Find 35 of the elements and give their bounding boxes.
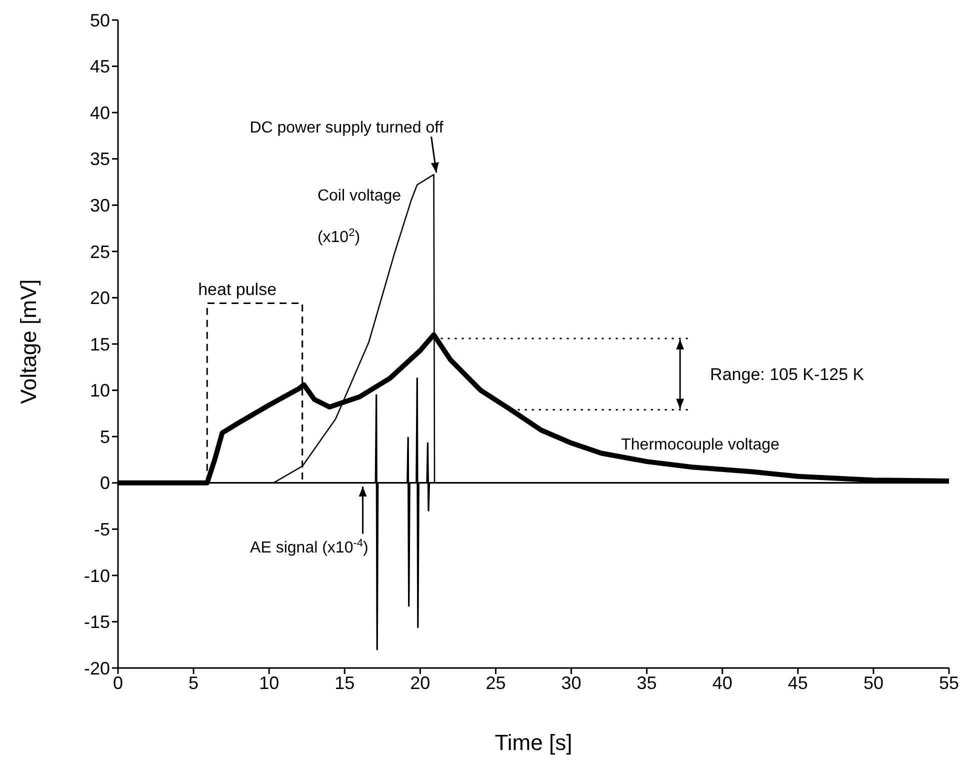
x-tick-label: 5	[188, 672, 199, 693]
x-tick-label: 45	[788, 672, 808, 693]
y-tick-label: -20	[84, 658, 110, 678]
y-tick-label: 50	[90, 10, 110, 30]
x-tick-label: 40	[712, 672, 732, 693]
y-tick-label: 35	[90, 149, 110, 170]
series-label: Thermocouple voltage	[621, 436, 780, 454]
x-tick-label: 50	[863, 672, 884, 693]
y-tick-label: 30	[90, 196, 110, 216]
annotation: DC power supply turned off	[250, 120, 444, 137]
y-tick-label: 20	[90, 288, 110, 308]
x-axis-title: Time [s]	[494, 730, 572, 755]
series-label: heat pulse	[198, 280, 277, 299]
x-tick-label: 30	[561, 672, 582, 693]
y-tick-label: 25	[90, 242, 110, 262]
x-tick-label: 55	[938, 672, 960, 693]
x-tick-label: 15	[334, 672, 355, 693]
y-tick-label: 40	[90, 102, 110, 123]
x-tick-label: 25	[486, 672, 506, 693]
x-tick-label: 10	[259, 672, 280, 693]
y-tick-label: 45	[90, 56, 110, 77]
y-tick-label: -10	[84, 566, 110, 586]
text: Coil voltage (x10$^{2}$)	[317, 188, 402, 246]
x-tick-label: 35	[636, 672, 657, 693]
y-tick-label: -5	[94, 520, 110, 540]
y-tick-label: 15	[90, 334, 110, 354]
x-tick-label: 0	[112, 672, 124, 693]
series-label: AE signal (x10$^{-4}$)	[250, 537, 368, 556]
x-tick-label: 20	[410, 672, 430, 693]
y-tick-label: 0	[100, 473, 110, 494]
y-tick-label: 5	[100, 426, 110, 447]
annotation: Range: 105 K-125 K	[710, 365, 865, 384]
y-tick-label: -15	[84, 612, 110, 632]
y-tick-label: 10	[90, 380, 110, 401]
y-axis-title: Voltage [mV]	[16, 279, 41, 404]
